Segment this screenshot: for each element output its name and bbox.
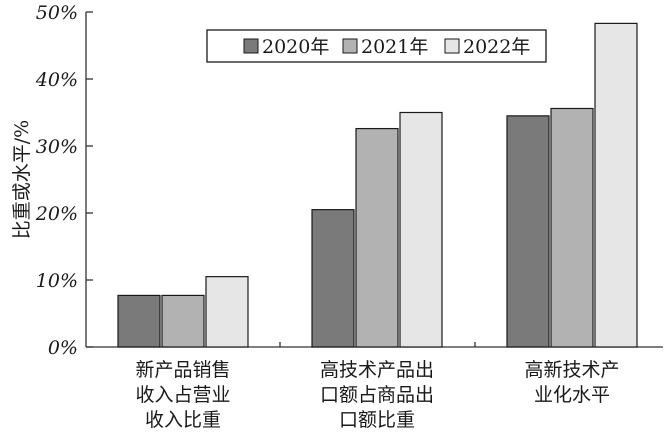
bar <box>355 127 399 348</box>
x-category-label: 业化水平 <box>534 384 610 406</box>
bar <box>506 115 550 348</box>
legend-swatch <box>444 38 460 54</box>
y-tick-label: 10% <box>36 270 78 292</box>
x-category-label: 收入占营业 <box>135 384 230 406</box>
bar <box>594 22 638 348</box>
bar <box>550 107 594 348</box>
x-category-label: 新产品销售 <box>135 359 230 381</box>
legend-swatch <box>243 38 259 54</box>
x-category-label: 口额占商品出 <box>320 384 434 406</box>
legend-box <box>206 29 547 63</box>
x-category-label: 高新技术产 <box>524 359 619 381</box>
legend-label: 2021年 <box>361 36 428 58</box>
bar <box>161 294 205 348</box>
x-category-label: 收入比重 <box>145 409 221 431</box>
x-category-label: 高技术产品出 <box>320 359 434 381</box>
legend-label: 2022年 <box>463 36 530 58</box>
bar <box>399 111 443 348</box>
bar <box>205 276 249 348</box>
y-tick-label: 50% <box>36 2 78 24</box>
x-category-label: 口额比重 <box>339 409 415 431</box>
bar <box>311 209 355 348</box>
bar <box>117 294 161 348</box>
y-tick-label: 40% <box>35 69 78 91</box>
y-tick-label: 0% <box>48 337 78 359</box>
y-tick-label: 30% <box>36 136 78 158</box>
legend-swatch <box>342 38 358 54</box>
legend-label: 2020年 <box>262 36 329 58</box>
y-tick-label: 20% <box>35 203 78 225</box>
y-axis-label: 比重或水平/% <box>11 120 33 239</box>
